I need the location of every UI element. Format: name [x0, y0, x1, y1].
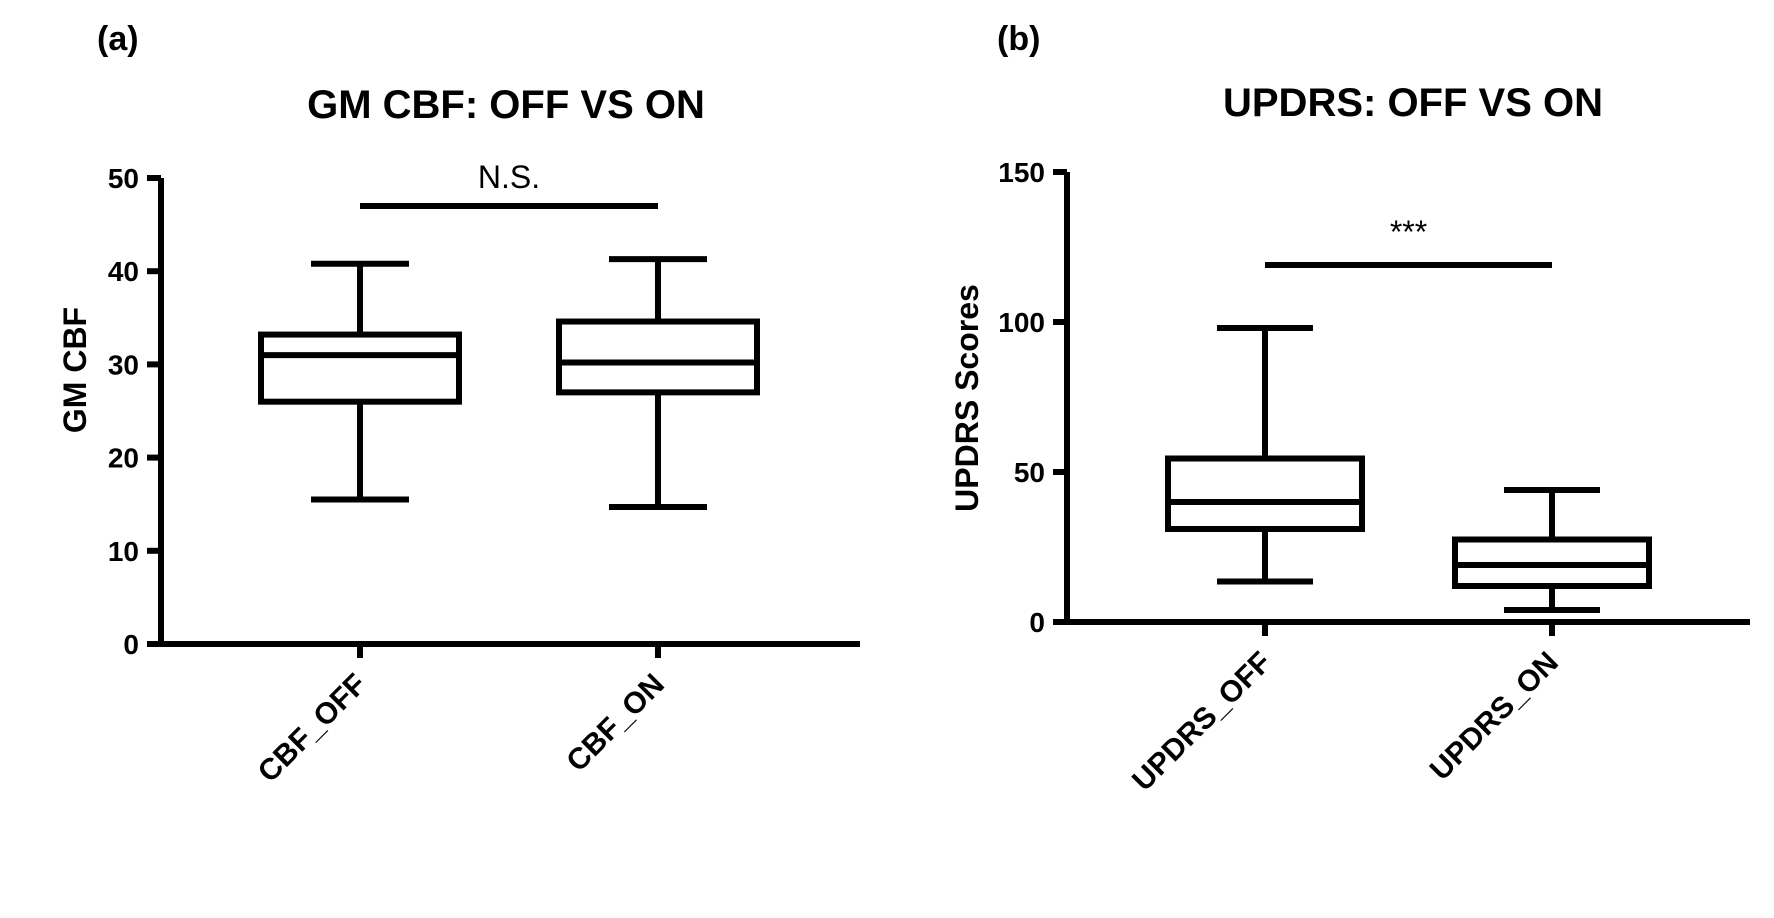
y-tick-label: 40: [108, 256, 139, 287]
panel-a-title: GM CBF: OFF VS ON: [307, 83, 705, 127]
y-tick-label: 150: [998, 157, 1045, 188]
y-tick-label: 0: [123, 629, 139, 660]
x-category-label: CBF_OFF: [252, 668, 373, 789]
panel-a-label: (a): [97, 20, 139, 58]
y-tick-label: 50: [108, 163, 139, 194]
iqr-box: [1165, 455, 1365, 532]
panel-b-title: UPDRS: OFF VS ON: [1223, 81, 1603, 125]
y-tick-label: 20: [108, 443, 139, 474]
x-category-label: CBF_ON: [560, 668, 671, 779]
iqr-box: [556, 318, 760, 396]
y-tick-label: 0: [1029, 607, 1045, 638]
x-category-label: UPDRS_OFF: [1126, 646, 1278, 798]
x-category-label: UPDRS_ON: [1424, 646, 1565, 787]
box-cbf-off: [258, 260, 462, 658]
box-updrs-on: [1452, 487, 1652, 636]
panel-b-label: (b): [997, 20, 1040, 58]
panel-b: (b) UPDRS: OFF VS ON UPDRS Scores 0 50 100…: [949, 20, 1750, 797]
y-tick-label: 100: [998, 307, 1045, 338]
significance-label: ***: [1390, 214, 1427, 250]
box-cbf-on: [556, 256, 760, 658]
panel-a: (a) GM CBF: OFF VS ON GM CBF 0 10 20 30 40 50…: [57, 20, 860, 789]
iqr-box: [258, 331, 462, 405]
panel-a-y-axis-label: GM CBF: [57, 307, 93, 433]
panel-b-y-axis-label: UPDRS Scores: [949, 284, 985, 512]
y-tick-label: 30: [108, 349, 139, 380]
y-tick-label: 50: [1014, 457, 1045, 488]
box-updrs-off: [1165, 325, 1365, 636]
significance-label: N.S.: [478, 159, 540, 195]
y-tick-label: 10: [108, 536, 139, 567]
